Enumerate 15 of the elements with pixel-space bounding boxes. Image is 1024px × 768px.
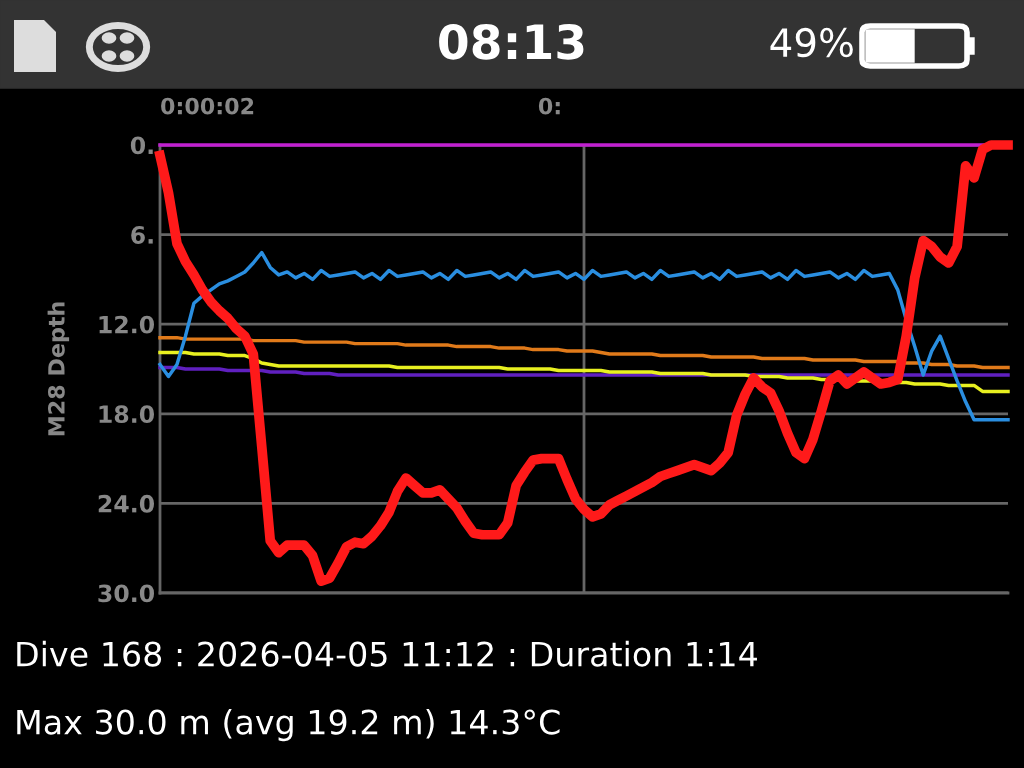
y-tick-label: 0.: [130, 136, 153, 155]
text: 49%: [770, 27, 853, 58]
y-tick-label: 12.0: [99, 315, 155, 334]
text: 0:: [538, 97, 560, 115]
y-tick-label: 30.0: [98, 584, 155, 603]
y-tick-label: 24.0: [98, 494, 155, 513]
line-series: [158, 250, 1010, 422]
y-tick-label: 18.0: [99, 405, 155, 424]
text: Dive 168 : 2026-04-05 11:12 : Duration 1:14: [17, 640, 757, 667]
y-axis-title: M28 Depth: [47, 302, 70, 436]
text: Max 30.0 m (avg 19.2 m) 14.3°C: [17, 708, 560, 742]
text: 08:13: [439, 23, 584, 60]
line-series: [158, 335, 1010, 370]
y-tick-label: 6.: [131, 226, 153, 244]
text: 0:00:02: [161, 97, 254, 115]
